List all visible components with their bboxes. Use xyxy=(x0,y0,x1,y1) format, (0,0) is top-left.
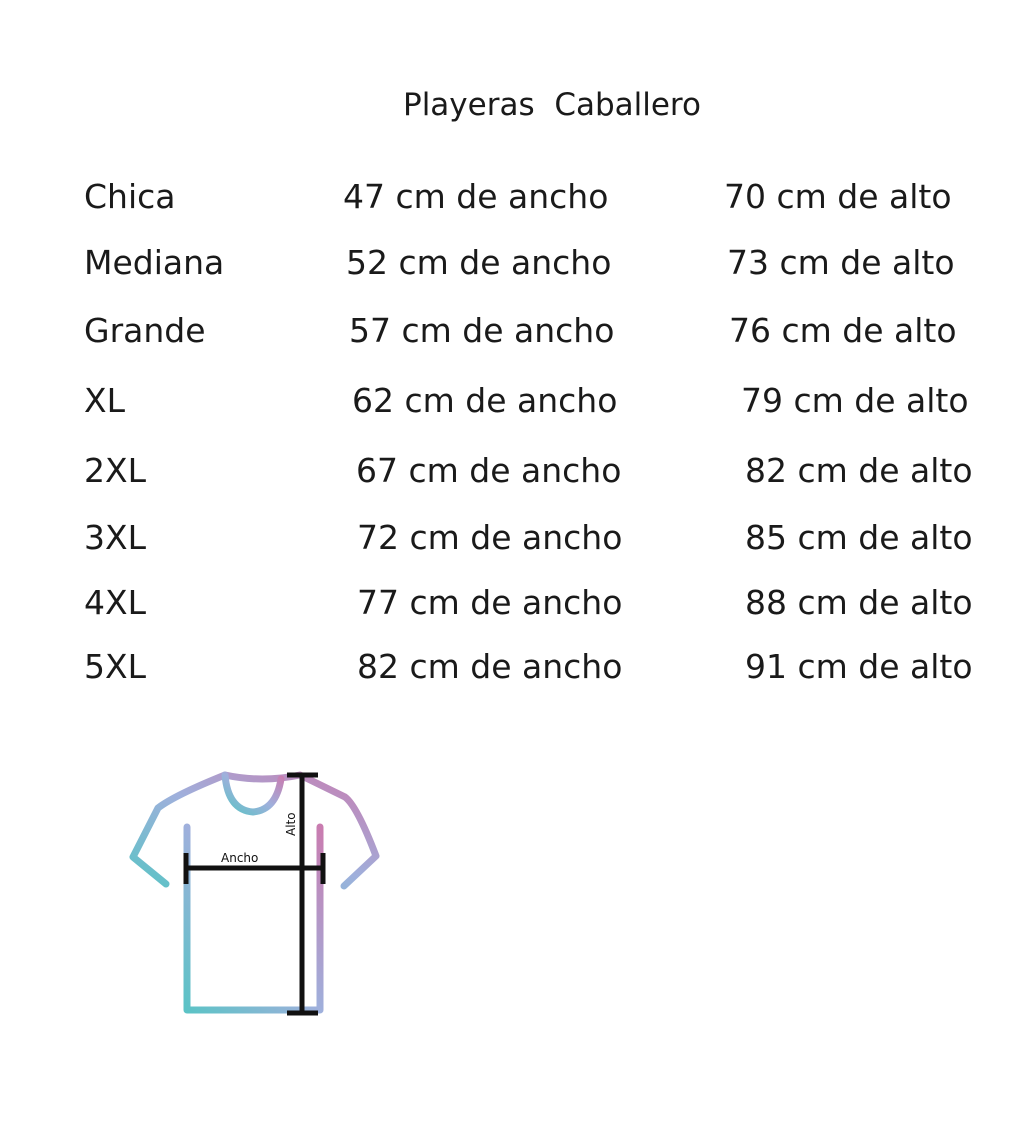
width-value: 52 cm de ancho xyxy=(346,243,612,282)
height-label: Alto xyxy=(284,812,298,836)
size-label: 2XL xyxy=(84,451,146,490)
measure-lines xyxy=(183,772,326,1016)
width-label: Ancho xyxy=(221,851,258,865)
height-value: 88 cm de alto xyxy=(745,583,973,622)
width-value: 62 cm de ancho xyxy=(352,381,618,420)
height-value: 79 cm de alto xyxy=(741,381,969,420)
height-value: 91 cm de alto xyxy=(745,647,973,686)
width-value: 67 cm de ancho xyxy=(356,451,622,490)
height-value: 70 cm de alto xyxy=(724,177,952,216)
width-value: 82 cm de ancho xyxy=(357,647,623,686)
size-label: 4XL xyxy=(84,583,146,622)
tshirt-icon xyxy=(129,771,380,1014)
height-value: 73 cm de alto xyxy=(727,243,955,282)
size-label: 5XL xyxy=(84,647,146,686)
size-label: Grande xyxy=(84,311,206,350)
page-title: Playeras Caballero xyxy=(403,87,701,123)
size-label: 3XL xyxy=(84,518,146,557)
height-value: 85 cm de alto xyxy=(745,518,973,557)
size-label: XL xyxy=(84,381,125,420)
width-value: 72 cm de ancho xyxy=(357,518,623,557)
size-label: Mediana xyxy=(84,243,225,282)
width-value: 47 cm de ancho xyxy=(343,177,609,216)
height-value: 82 cm de alto xyxy=(745,451,973,490)
size-label: Chica xyxy=(84,177,176,216)
height-value: 76 cm de alto xyxy=(729,311,957,350)
width-value: 77 cm de ancho xyxy=(357,583,623,622)
width-value: 57 cm de ancho xyxy=(349,311,615,350)
